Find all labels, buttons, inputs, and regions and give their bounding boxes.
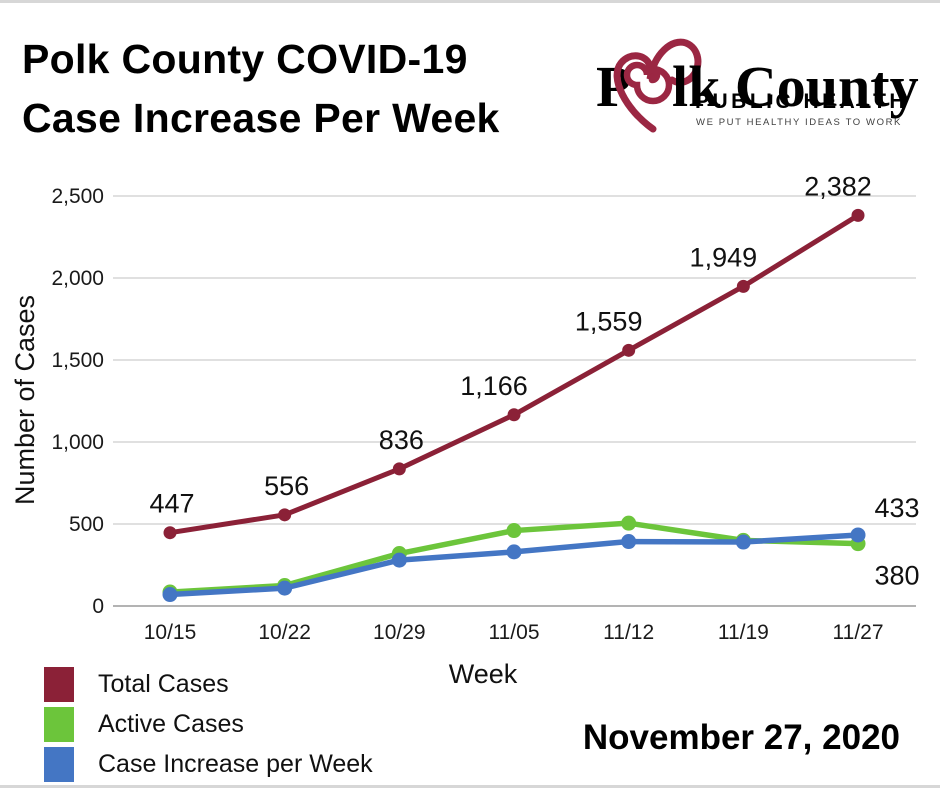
legend-label: Active Cases [98,709,244,738]
data-point [736,279,750,293]
data-point [162,587,178,603]
data-label: 1,559 [575,306,643,336]
y-tick-label: 500 [69,513,104,536]
x-tick-label: 10/29 [373,621,426,644]
x-tick-label: 10/15 [144,621,197,644]
page-title: Polk County COVID-19 Case Increase Per W… [22,30,500,148]
data-point [277,580,293,596]
top-border [0,0,940,3]
logo-subtitle: PUBLIC HEALTH [695,90,908,113]
data-point [506,544,522,560]
data-point [621,515,637,531]
y-tick-label: 1,000 [51,431,104,454]
page-title-line1: Polk County COVID-19 [22,36,468,82]
data-point [621,534,637,550]
report-date: November 27, 2020 [582,718,900,757]
data-point [278,508,292,522]
data-label: 447 [149,489,194,519]
y-tick-label: 0 [92,595,104,618]
x-tick-label: 11/19 [718,621,769,644]
data-point [507,408,521,422]
end-label: 380 [874,561,919,591]
data-point [622,343,636,357]
y-axis-title: Number of Cases [10,295,40,505]
spiral-o-icon [623,61,673,105]
data-point [163,526,177,540]
x-tick-label: 10/22 [258,621,311,644]
data-point [506,523,522,539]
y-tick-label: 1,500 [51,349,104,372]
legend-label: Case Increase per Week [98,749,373,778]
logo-text-lk-county: lk County [672,54,919,119]
data-label: 2,382 [804,171,872,201]
data-label: 1,166 [460,371,528,401]
page-title-line2: Case Increase Per Week [22,95,500,141]
data-label: 556 [264,471,309,501]
total-cases-swatch [44,666,74,702]
data-point [735,534,751,550]
legend-item-case-increase: Case Increase per Week [44,744,373,784]
active-cases-swatch [44,706,74,742]
data-point [850,527,866,543]
legend-label: Total Cases [98,669,229,698]
logo-tagline: WE PUT HEALTHY IDEAS TO WORK [696,117,902,128]
legend-item-active-cases: Active Cases [44,704,373,744]
case-increase-swatch [44,746,74,782]
chart-legend: Total Cases Active Cases Case Increase p… [44,664,373,784]
y-tick-label: 2,500 [51,185,104,208]
data-label: 836 [379,425,424,455]
x-tick-label: 11/12 [603,621,654,644]
y-tick-label: 2,000 [51,267,104,290]
x-tick-label: 11/27 [833,621,884,644]
data-label: 1,949 [690,242,758,272]
x-tick-label: 11/05 [489,621,540,644]
x-axis-title: Week [449,659,518,689]
end-label: 433 [874,493,919,523]
logo-text-p: P [596,54,631,119]
data-point [392,462,406,476]
data-point [851,208,865,222]
polk-county-public-health-logo: P lk County PUBLIC HEALTH WE PUT HEALTHY… [596,38,919,133]
legend-item-total-cases: Total Cases [44,664,373,704]
bottom-border [0,785,940,788]
data-point [391,552,407,568]
